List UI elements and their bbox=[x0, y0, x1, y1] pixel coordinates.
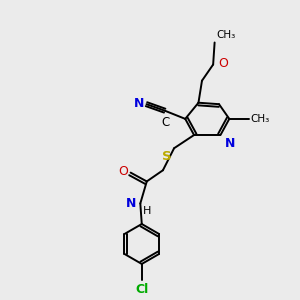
Text: CH₃: CH₃ bbox=[251, 114, 270, 124]
Text: O: O bbox=[218, 57, 228, 70]
Text: C: C bbox=[162, 116, 170, 129]
Text: H: H bbox=[143, 206, 152, 216]
Text: N: N bbox=[125, 197, 136, 210]
Text: N: N bbox=[134, 97, 144, 110]
Text: N: N bbox=[225, 137, 235, 150]
Text: O: O bbox=[118, 165, 128, 178]
Text: S: S bbox=[162, 150, 172, 163]
Text: CH₃: CH₃ bbox=[216, 30, 235, 40]
Text: Cl: Cl bbox=[135, 283, 148, 296]
